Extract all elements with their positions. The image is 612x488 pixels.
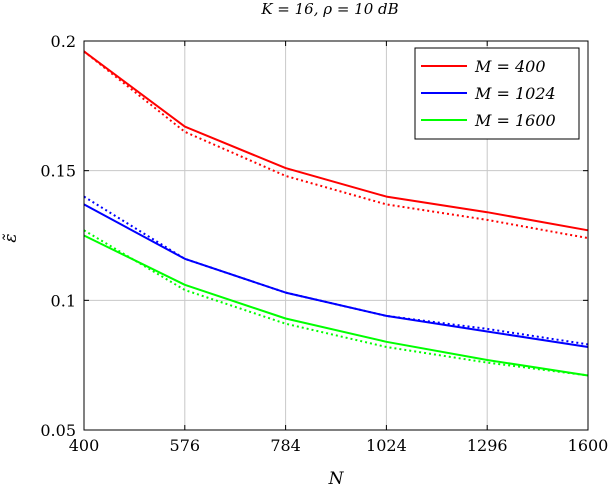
x-tick-label: 1600 xyxy=(568,436,609,455)
legend-entry: M = 1024 xyxy=(474,84,556,103)
series-line-dotted-1 xyxy=(83,50,589,240)
plot-frame xyxy=(83,40,589,431)
x-axis-label: N xyxy=(328,469,345,488)
y-tick-label: 0.15 xyxy=(40,162,76,181)
x-tick-label: 784 xyxy=(270,436,301,455)
chart-title: K = 16, ρ = 10 dB xyxy=(260,0,398,18)
series-line-solid-4 xyxy=(83,234,589,377)
y-tick-label: 0.1 xyxy=(51,291,76,310)
y-tick-label: 0.05 xyxy=(40,421,76,440)
series-line-dotted-3 xyxy=(83,195,589,346)
series-line-solid-0 xyxy=(83,50,589,232)
series-line-dotted-5 xyxy=(83,229,589,377)
x-tick-label: 1296 xyxy=(467,436,508,455)
series-line-solid-2 xyxy=(83,203,589,348)
x-tick-label: 400 xyxy=(69,436,100,455)
y-tick-label: 0.2 xyxy=(51,32,76,51)
x-tick-label: 1024 xyxy=(366,436,407,455)
legend-entry: M = 1600 xyxy=(474,111,556,130)
legend-entry: M = 400 xyxy=(474,57,546,76)
series-layer xyxy=(83,50,589,377)
ticks: 400 576 784 1024 1296 1600 0.05 0.1 0.15 0.2 xyxy=(40,32,608,455)
x-tick-label: 576 xyxy=(170,436,201,455)
legend: M = 400 M = 1024 M = 1600 xyxy=(414,47,580,140)
y-axis-label: ε̃ xyxy=(1,233,21,242)
